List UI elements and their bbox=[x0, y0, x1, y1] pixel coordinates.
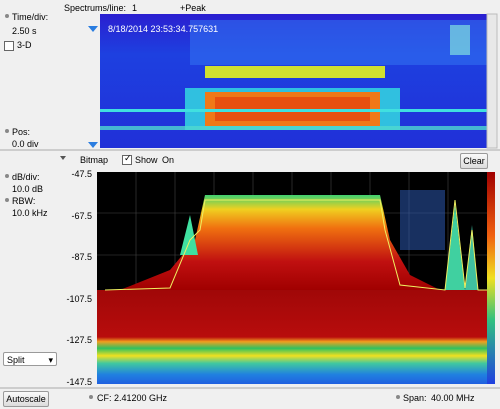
icon bbox=[396, 395, 400, 399]
timestamp: 8/18/2014 23:53:34.757631 bbox=[108, 24, 219, 34]
label: Spectrums/line: bbox=[64, 3, 127, 13]
y-axis-label: -87.5 bbox=[71, 252, 92, 263]
noise-floor bbox=[97, 290, 487, 384]
icon bbox=[5, 14, 9, 18]
label: On bbox=[162, 155, 175, 165]
y-axis-label: -47.5 bbox=[71, 169, 92, 179]
marker[interactable] bbox=[88, 26, 98, 32]
signal-hump bbox=[120, 195, 440, 290]
value: 2.41200 GHz bbox=[114, 393, 168, 403]
icon bbox=[5, 174, 9, 178]
split-dropdown[interactable]: Split ▾ bbox=[3, 352, 57, 366]
icon bbox=[89, 395, 93, 399]
value: 2.50 s bbox=[12, 26, 37, 36]
trace bbox=[104, 199, 487, 291]
label: Bitmap bbox=[80, 155, 109, 165]
signal-spike bbox=[180, 215, 198, 255]
value: 40.00 MHz bbox=[431, 393, 475, 403]
noise-cloud bbox=[400, 190, 445, 250]
y-axis-label: -147.5 bbox=[66, 377, 92, 387]
checkbox[interactable]: ✓ bbox=[122, 153, 132, 165]
marker[interactable] bbox=[88, 142, 98, 148]
value: +Peak bbox=[180, 3, 206, 13]
checkbox[interactable] bbox=[4, 41, 14, 51]
signal-spike bbox=[445, 205, 465, 290]
label: CF: bbox=[97, 393, 112, 403]
value: 1 bbox=[132, 3, 138, 13]
spectrogram-noise bbox=[190, 20, 487, 65]
value: 10.0 dB bbox=[12, 184, 44, 194]
scrollbar[interactable] bbox=[486, 13, 498, 149]
y-axis-label: -107.5 bbox=[66, 293, 92, 304]
signal-spike bbox=[465, 225, 478, 290]
label: Split bbox=[7, 355, 25, 365]
label: RBW: bbox=[12, 196, 36, 206]
label: Time/div: bbox=[12, 12, 49, 22]
spectrogram-signal bbox=[450, 25, 470, 55]
spectrogram-line bbox=[100, 126, 487, 130]
label: Show bbox=[135, 155, 158, 165]
clear-button[interactable]: Clear bbox=[460, 153, 488, 169]
y-axis-label: -127.5 bbox=[66, 335, 92, 346]
y-axis-label: -67.5 bbox=[71, 210, 92, 221]
label: 3-D bbox=[17, 40, 32, 50]
color-scale bbox=[487, 172, 495, 384]
icon bbox=[5, 129, 9, 133]
spectrogram-line bbox=[100, 109, 487, 112]
spectrogram-band bbox=[205, 66, 385, 78]
label: dB/div: bbox=[12, 172, 40, 182]
autoscale-button[interactable]: Autoscale bbox=[3, 391, 49, 407]
label: Span: bbox=[403, 393, 427, 403]
value: 0.0 div bbox=[12, 139, 39, 149]
dropdown-arrow[interactable] bbox=[60, 156, 66, 160]
value: 10.0 kHz bbox=[12, 208, 48, 218]
icon bbox=[5, 198, 9, 202]
label: Pos: bbox=[12, 127, 31, 137]
